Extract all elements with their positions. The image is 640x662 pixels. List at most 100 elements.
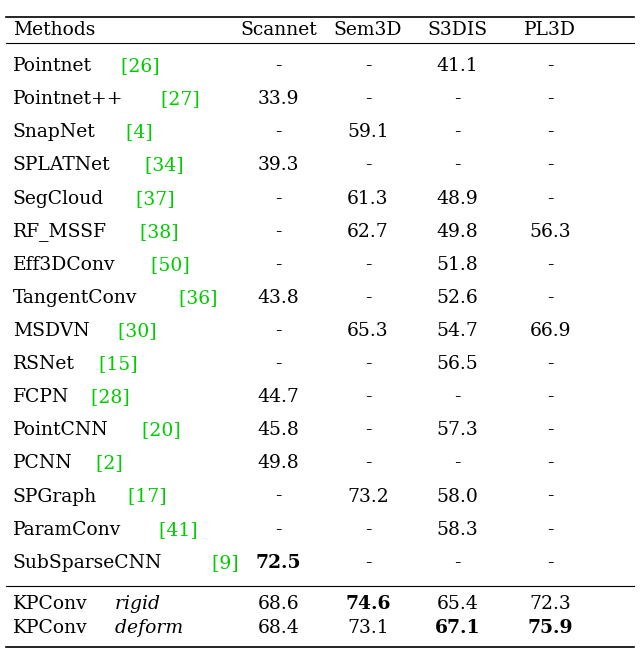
Text: Sem3D: Sem3D [333, 21, 403, 39]
Text: Scannet: Scannet [240, 21, 317, 39]
Text: ParamConv: ParamConv [13, 520, 121, 539]
Text: 61.3: 61.3 [348, 189, 388, 208]
Text: [15]: [15] [93, 355, 137, 373]
Text: 66.9: 66.9 [530, 322, 571, 340]
Text: [38]: [38] [134, 222, 179, 241]
Text: 75.9: 75.9 [527, 620, 573, 638]
Text: KPConv: KPConv [13, 594, 88, 612]
Text: -: - [365, 57, 371, 75]
Text: -: - [275, 123, 282, 142]
Text: 59.1: 59.1 [347, 123, 389, 142]
Text: [37]: [37] [131, 189, 175, 208]
Text: 72.5: 72.5 [255, 553, 301, 572]
Text: 44.7: 44.7 [257, 388, 300, 406]
Text: 43.8: 43.8 [257, 289, 300, 307]
Text: -: - [275, 57, 282, 75]
Text: Methods: Methods [13, 21, 95, 39]
Text: SnapNet: SnapNet [13, 123, 95, 142]
Text: -: - [275, 189, 282, 208]
Text: KPConv: KPConv [13, 620, 88, 638]
Text: 72.3: 72.3 [529, 594, 572, 612]
Text: 45.8: 45.8 [257, 421, 300, 440]
Text: -: - [547, 520, 554, 539]
Text: Pointnet: Pointnet [13, 57, 92, 75]
Text: -: - [275, 487, 282, 506]
Text: SPLATNet: SPLATNet [13, 156, 111, 175]
Text: -: - [547, 256, 554, 274]
Text: TangentConv: TangentConv [13, 289, 138, 307]
Text: MSDVN: MSDVN [13, 322, 90, 340]
Text: 68.6: 68.6 [257, 594, 300, 612]
Text: SubSparseCNN: SubSparseCNN [13, 553, 162, 572]
Text: -: - [275, 520, 282, 539]
Text: 48.9: 48.9 [436, 189, 479, 208]
Text: Pointnet++: Pointnet++ [13, 90, 124, 109]
Text: [36]: [36] [173, 289, 218, 307]
Text: PCNN: PCNN [13, 454, 72, 473]
Text: -: - [547, 123, 554, 142]
Text: 41.1: 41.1 [436, 57, 479, 75]
Text: 58.3: 58.3 [436, 520, 479, 539]
Text: 58.0: 58.0 [436, 487, 479, 506]
Text: 57.3: 57.3 [436, 421, 479, 440]
Text: 56.5: 56.5 [436, 355, 479, 373]
Text: -: - [547, 388, 554, 406]
Text: 39.3: 39.3 [258, 156, 299, 175]
Text: 74.6: 74.6 [345, 594, 391, 612]
Text: -: - [547, 289, 554, 307]
Text: SegCloud: SegCloud [13, 189, 104, 208]
Text: -: - [365, 421, 371, 440]
Text: -: - [454, 123, 461, 142]
Text: -: - [365, 90, 371, 109]
Text: S3DIS: S3DIS [428, 21, 488, 39]
Text: -: - [365, 553, 371, 572]
Text: -: - [547, 90, 554, 109]
Text: [9]: [9] [205, 553, 238, 572]
Text: -: - [365, 388, 371, 406]
Text: [27]: [27] [156, 90, 200, 109]
Text: -: - [275, 256, 282, 274]
Text: 33.9: 33.9 [258, 90, 299, 109]
Text: -: - [547, 189, 554, 208]
Text: [20]: [20] [136, 421, 181, 440]
Text: 73.1: 73.1 [347, 620, 389, 638]
Text: [28]: [28] [85, 388, 130, 406]
Text: -: - [365, 289, 371, 307]
Text: -: - [547, 454, 554, 473]
Text: 49.8: 49.8 [436, 222, 479, 241]
Text: 49.8: 49.8 [257, 454, 300, 473]
Text: 73.2: 73.2 [347, 487, 389, 506]
Text: -: - [454, 388, 461, 406]
Text: -: - [275, 222, 282, 241]
Text: -: - [454, 156, 461, 175]
Text: -: - [275, 355, 282, 373]
Text: -: - [547, 355, 554, 373]
Text: deform: deform [109, 620, 184, 638]
Text: [50]: [50] [145, 256, 190, 274]
Text: 52.6: 52.6 [436, 289, 479, 307]
Text: 56.3: 56.3 [529, 222, 572, 241]
Text: -: - [547, 421, 554, 440]
Text: RSNet: RSNet [13, 355, 75, 373]
Text: SPGraph: SPGraph [13, 487, 97, 506]
Text: [4]: [4] [120, 123, 152, 142]
Text: 65.3: 65.3 [347, 322, 389, 340]
Text: FCPN: FCPN [13, 388, 69, 406]
Text: PointCNN: PointCNN [13, 421, 108, 440]
Text: -: - [547, 487, 554, 506]
Text: -: - [454, 454, 461, 473]
Text: -: - [454, 553, 461, 572]
Text: -: - [547, 553, 554, 572]
Text: [2]: [2] [90, 454, 122, 473]
Text: -: - [454, 90, 461, 109]
Text: 62.7: 62.7 [347, 222, 389, 241]
Text: -: - [365, 256, 371, 274]
Text: 54.7: 54.7 [436, 322, 479, 340]
Text: 67.1: 67.1 [435, 620, 481, 638]
Text: -: - [365, 355, 371, 373]
Text: Eff3DConv: Eff3DConv [13, 256, 115, 274]
Text: [17]: [17] [122, 487, 166, 506]
Text: -: - [365, 520, 371, 539]
Text: -: - [275, 322, 282, 340]
Text: [30]: [30] [111, 322, 156, 340]
